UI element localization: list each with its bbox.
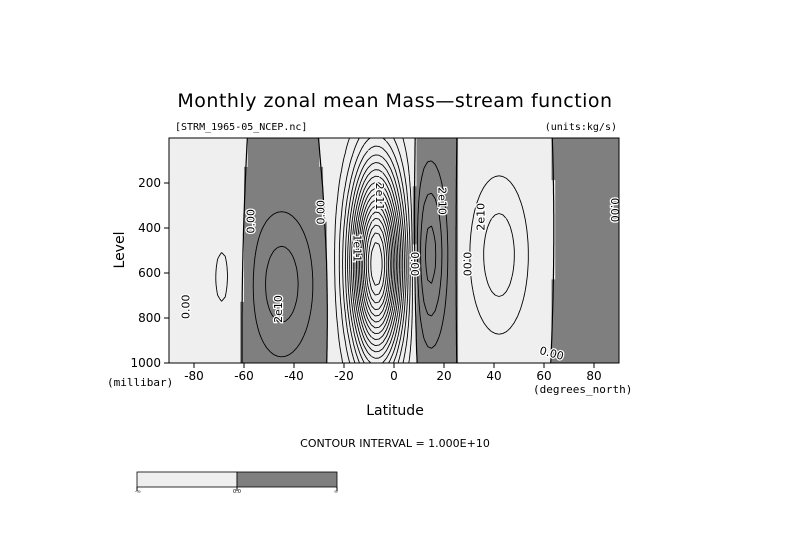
colorbar-label-zero: 0.0 bbox=[233, 489, 241, 495]
contour-line bbox=[347, 154, 405, 364]
contour-label: 2e11 bbox=[373, 183, 386, 211]
contour-label: 1e11 bbox=[351, 234, 364, 262]
x-axis-ticks: -80 -60 -40 -20 0 20 40 60 80 bbox=[184, 363, 602, 383]
contour-label: 2e10 bbox=[475, 203, 488, 231]
colorbar-negative-swatch bbox=[136, 471, 238, 488]
contour-labels: 2e10 0.00 0.00 1e11 2e11 0.00 0.00 2e10 2e10 0.00… bbox=[178, 181, 622, 364]
colorbar: -∞ 0.0 ∞ bbox=[135, 471, 338, 495]
contour-line bbox=[349, 162, 404, 364]
x-tick-label: -60 bbox=[234, 369, 254, 383]
contour-line bbox=[342, 137, 409, 364]
y-axis-unit: (millibar) bbox=[107, 376, 173, 389]
x-tick-label: 40 bbox=[486, 369, 501, 383]
contour-line bbox=[357, 193, 396, 335]
contour-label: 0.00 bbox=[608, 198, 621, 223]
contour-line bbox=[344, 145, 407, 364]
contour-line bbox=[363, 217, 389, 311]
contour-line bbox=[356, 187, 397, 341]
contour-interval-text: CONTOUR INTERVAL = 1.000E+10 bbox=[300, 437, 490, 450]
contour-line bbox=[252, 160, 449, 358]
y-tick-label: 1000 bbox=[130, 356, 161, 370]
contour-line bbox=[265, 192, 443, 323]
plot-area: 2e10 0.00 0.00 1e11 2e11 0.00 0.00 2e10 2e10 0.00… bbox=[168, 137, 622, 364]
contour-label: 0.00 bbox=[461, 252, 474, 277]
contour-line bbox=[354, 181, 399, 347]
contour-line bbox=[352, 175, 400, 353]
chart-title: Monthly zonal mean Mass—stream function bbox=[177, 90, 612, 112]
contour-line bbox=[367, 232, 386, 296]
x-tick-label: 80 bbox=[586, 369, 601, 383]
contour-line bbox=[338, 137, 515, 364]
x-tick-label: -20 bbox=[334, 369, 354, 383]
x-tick-label: -40 bbox=[284, 369, 304, 383]
colorbar-positive-swatch bbox=[236, 471, 338, 488]
contour-line bbox=[241, 137, 555, 364]
y-tick-label: 800 bbox=[138, 311, 161, 325]
contour-label: 0.00 bbox=[180, 295, 193, 320]
contour-line bbox=[370, 242, 383, 286]
colorbar-label-min: -∞ bbox=[135, 489, 141, 495]
y-axis-title: Level bbox=[112, 232, 128, 269]
x-axis-unit: (degrees_north) bbox=[533, 383, 632, 396]
contour-lines bbox=[215, 137, 555, 364]
y-tick-label: 600 bbox=[138, 266, 161, 280]
contour-line bbox=[215, 137, 529, 364]
y-axis-ticks: 200 400 600 800 1000 bbox=[130, 176, 169, 370]
chart-subtitle-units: (units:kg/s) bbox=[545, 122, 617, 133]
contour-label: 2e10 bbox=[272, 295, 285, 323]
y-tick-label: 200 bbox=[138, 176, 161, 190]
contour-label: 2e10 bbox=[436, 187, 449, 215]
contour-line bbox=[425, 225, 437, 284]
contour-line bbox=[360, 205, 393, 323]
contour-line bbox=[365, 224, 388, 304]
chart-subtitle-file: [STRM_1965-05_NCEP.nc] bbox=[175, 122, 307, 133]
contour-line bbox=[362, 211, 391, 317]
x-tick-label: 20 bbox=[436, 369, 451, 383]
x-axis-title: Latitude bbox=[366, 403, 424, 419]
x-tick-label: -80 bbox=[184, 369, 204, 383]
x-tick-label: 0 bbox=[390, 369, 398, 383]
contour-label: 0.00 bbox=[315, 200, 328, 225]
contour-label: 0.00 bbox=[408, 252, 421, 277]
contour-line bbox=[351, 169, 402, 359]
x-tick-label: 60 bbox=[536, 369, 551, 383]
positive-region bbox=[240, 138, 620, 364]
contour-label: 0.00 bbox=[245, 209, 258, 234]
y-tick-label: 400 bbox=[138, 221, 161, 235]
colorbar-label-max: ∞ bbox=[334, 489, 338, 495]
positive-fill-layer bbox=[240, 138, 620, 364]
contour-line bbox=[359, 199, 394, 329]
